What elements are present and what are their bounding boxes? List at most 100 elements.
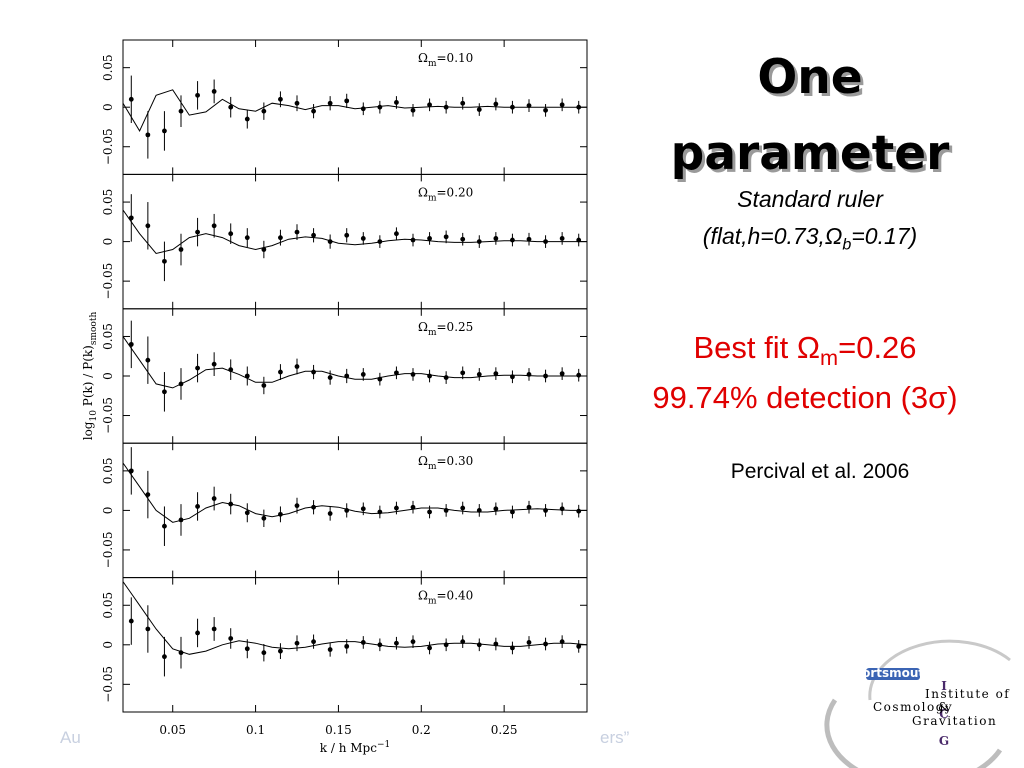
symbol: Ω [418, 589, 428, 603]
y-tick-label: 0 [101, 103, 115, 111]
symbol: Ω [418, 51, 428, 65]
y-axis-label: log10 P(k) / P(k)smooth [81, 312, 99, 441]
subscript: 10 [89, 410, 99, 422]
data-point [162, 128, 167, 134]
data-point [526, 504, 532, 510]
data-point [526, 640, 532, 645]
data-point [377, 104, 383, 110]
panel-annotation: Ωm=0.25 [418, 320, 473, 338]
x-tick-label: 0.2 [412, 723, 431, 737]
data-point [211, 626, 217, 632]
logo-text: Gravitation [912, 714, 997, 728]
data-point [460, 370, 466, 376]
data-point [327, 375, 333, 380]
data-point [128, 341, 134, 347]
data-point [311, 232, 316, 238]
model-curve [122, 462, 587, 523]
data-point [145, 492, 151, 497]
data-point [493, 236, 499, 241]
data-point [211, 496, 217, 501]
y-tick-label: −0.05 [101, 532, 115, 569]
y-tick-label: 0.05 [101, 189, 115, 216]
subtitle: (flat,h=0.73,Ωb=0.17) [620, 223, 1000, 255]
data-point [244, 510, 250, 516]
data-point [294, 503, 300, 509]
data-point [211, 88, 217, 94]
data-point [510, 237, 515, 243]
model-curve [122, 209, 587, 255]
logo-badge-text: Portsmouth [853, 666, 932, 680]
subscript: m [428, 59, 437, 69]
data-point [344, 232, 350, 238]
data-point [195, 365, 200, 371]
data-point [261, 108, 267, 114]
y-tick-label: 0 [101, 641, 115, 649]
data-point [278, 235, 283, 241]
data-point [360, 372, 366, 377]
data-point [278, 96, 283, 102]
logo-swoosh [868, 639, 1011, 701]
data-point [178, 108, 184, 114]
data-point [576, 372, 582, 378]
subtitle: Standard ruler [737, 186, 883, 212]
value: =0.25 [437, 320, 474, 334]
data-point [410, 107, 416, 113]
data-point [195, 92, 200, 98]
panel-annotation: Ωm=0.10 [418, 51, 473, 69]
data-point [311, 108, 316, 114]
data-point [493, 506, 499, 512]
data-point [145, 357, 151, 363]
symbol: Ω [824, 223, 843, 249]
y-tick-label: −0.05 [101, 666, 115, 703]
symbol: Ω [796, 330, 821, 365]
data-point [394, 100, 399, 105]
text: =0.26 [838, 330, 917, 365]
y-tick-label: 0.05 [101, 54, 115, 81]
data-point [360, 236, 366, 241]
data-point [493, 101, 499, 107]
panel-annotation: Ωm=0.20 [418, 185, 473, 203]
data-point [394, 640, 399, 646]
subscript: m [428, 193, 437, 203]
data-point [145, 223, 151, 229]
data-point [327, 511, 333, 516]
result: Best fit Ωm=0.26 [590, 330, 1020, 371]
data-point [228, 231, 234, 237]
data-point [294, 640, 300, 646]
data-point [559, 236, 565, 241]
data-point [294, 100, 300, 106]
x-tick-label: 0.1 [246, 723, 265, 737]
data-point [327, 100, 333, 106]
y-tick-label: 0 [101, 507, 115, 515]
data-point [294, 229, 300, 235]
panel-annotation: Ωm=0.30 [418, 454, 473, 472]
data-point [128, 96, 134, 102]
subscript: m [428, 597, 437, 607]
text: (flat,h=0.73, [702, 223, 825, 249]
logo-text: & [938, 700, 949, 714]
citation: Percival et al. 2006 [730, 460, 910, 483]
data-point [360, 506, 366, 512]
data-point [278, 648, 283, 654]
x-tick-label: 0.15 [325, 723, 352, 737]
logo-badge [866, 668, 920, 680]
data-point [510, 509, 515, 515]
data-point [427, 102, 432, 108]
logo-text: Institute of [925, 687, 1010, 701]
data-point [559, 102, 565, 108]
data-point [543, 107, 548, 113]
y-tick-label: −0.05 [101, 397, 115, 434]
data-point [443, 234, 449, 240]
data-point [410, 639, 416, 645]
data-point [427, 509, 432, 515]
y-tick-label: 0 [101, 372, 115, 380]
data-point [162, 523, 167, 529]
data-point [559, 371, 565, 377]
y-tick-label: 0 [101, 238, 115, 246]
x-tick-label: 0.05 [159, 723, 186, 737]
data-point [128, 468, 134, 474]
data-point [360, 106, 366, 112]
symbol: Ω [418, 454, 428, 468]
